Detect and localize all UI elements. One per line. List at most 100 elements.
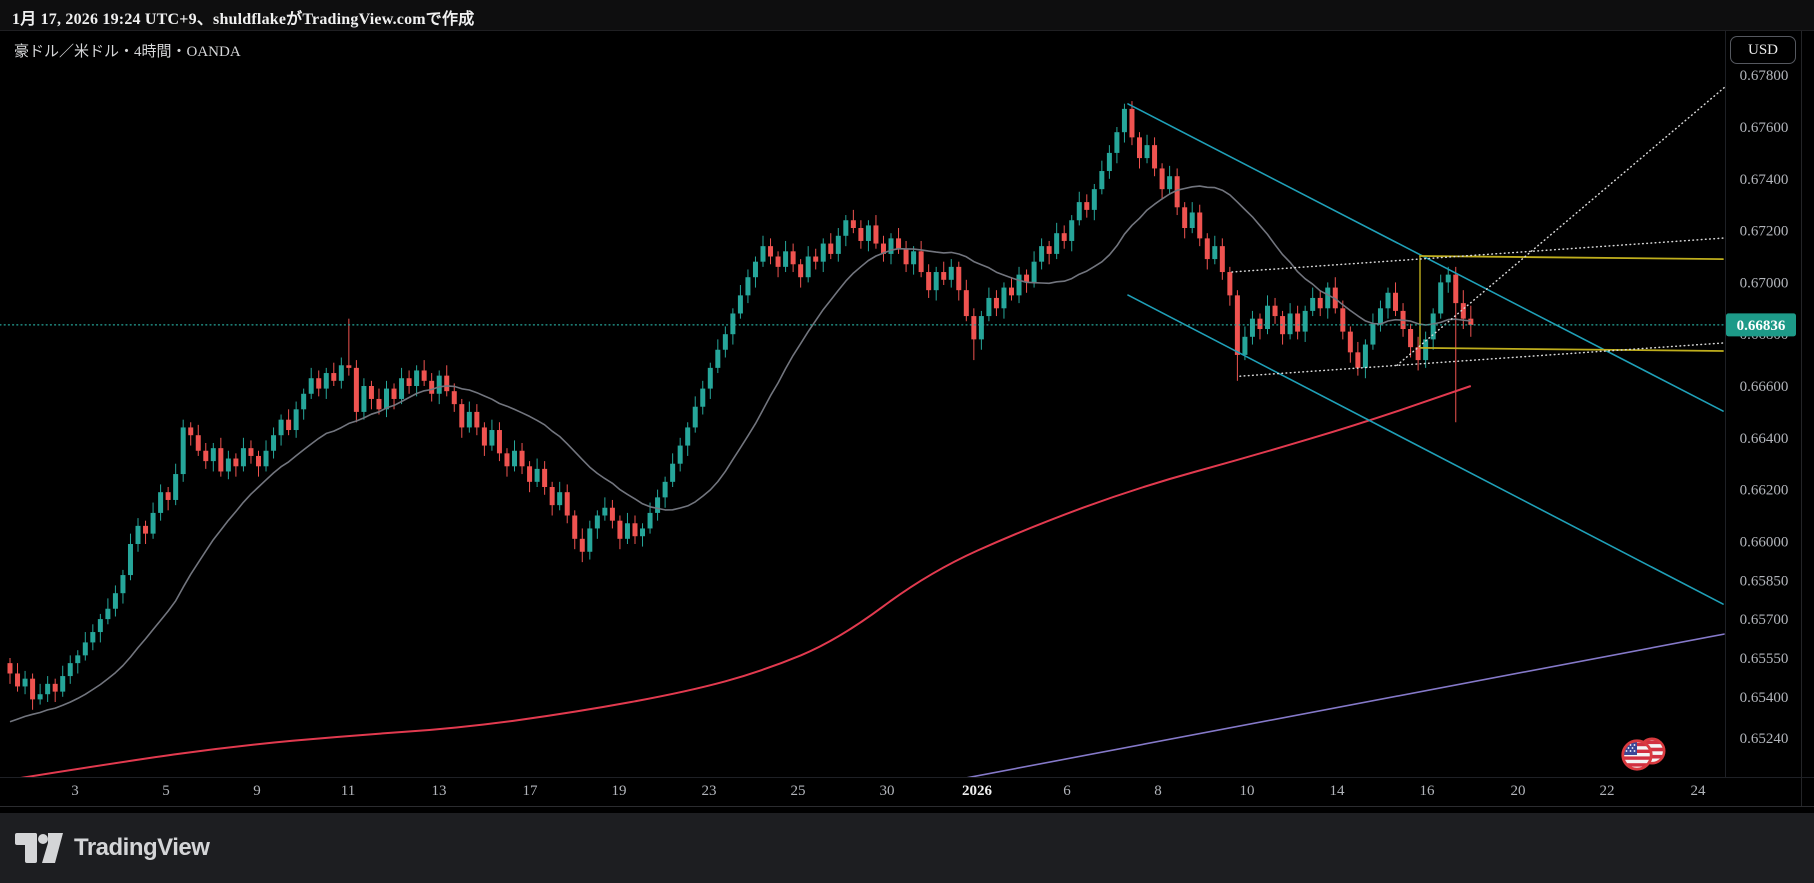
candle-body xyxy=(429,380,435,394)
current-price-badge[interactable]: 0.66836 xyxy=(1726,313,1796,337)
tradingview-wordmark[interactable]: TradingView xyxy=(74,834,210,861)
candle-body xyxy=(685,427,691,446)
candle-body xyxy=(1295,313,1301,332)
candle-body xyxy=(271,435,277,451)
candle-body xyxy=(1310,297,1316,311)
candle-body xyxy=(504,453,510,467)
time-axis-label: 16 xyxy=(1420,783,1436,799)
time-axis-label: 17 xyxy=(523,783,539,799)
candle-body xyxy=(670,463,676,482)
candle-body xyxy=(692,406,698,428)
candle-body xyxy=(858,228,864,241)
time-axis-label: 13 xyxy=(432,783,447,799)
candle-body xyxy=(700,388,706,407)
candle-body xyxy=(444,375,450,392)
candle-body xyxy=(451,391,457,405)
time-axis[interactable]: 3 5 9 11 13 17 19 23 25 30 2026 6 8 10 14 16 20 22 24 xyxy=(71,783,1706,799)
drawing-purple-support-line[interactable] xyxy=(950,633,1725,781)
candle-body xyxy=(617,520,623,539)
candle-body xyxy=(233,458,239,467)
candle-body xyxy=(865,225,871,241)
candle-body xyxy=(263,450,269,467)
candle-body xyxy=(594,515,600,529)
candle-body xyxy=(1099,171,1105,190)
candle-body xyxy=(873,225,879,244)
candle-body xyxy=(135,525,141,544)
drawing-yellow-box-bottom[interactable] xyxy=(1419,346,1724,352)
time-axis-label: 14 xyxy=(1330,783,1346,799)
candle-body xyxy=(120,575,126,594)
us-flag-icon[interactable] xyxy=(1613,732,1669,780)
candle-body xyxy=(7,663,13,674)
candle-body xyxy=(1370,323,1376,345)
candle-body xyxy=(158,492,164,513)
candle-body xyxy=(1219,246,1225,273)
drawing-dotted-steep-ray[interactable] xyxy=(1396,85,1726,367)
candle-body xyxy=(707,367,713,389)
time-axis-label: 3 xyxy=(71,783,79,799)
candle-body xyxy=(1377,308,1383,324)
attribution-text: 1月 17, 2026 19:24 UTC+9、shuldflakeがTradi… xyxy=(12,11,475,28)
candle-body xyxy=(512,450,518,467)
candle-body xyxy=(210,448,216,462)
drawing-cyan-channel-lower[interactable] xyxy=(1127,294,1724,605)
candle-body xyxy=(1249,318,1255,337)
candle-body xyxy=(112,593,118,609)
drawing-cyan-channel-upper[interactable] xyxy=(1127,103,1724,412)
candle-body xyxy=(609,507,615,521)
candle-body xyxy=(338,365,344,381)
candle-body xyxy=(436,375,442,394)
price-badge-value: 0.66836 xyxy=(1737,318,1786,334)
candle-body xyxy=(1204,238,1210,260)
candle-body xyxy=(353,367,359,412)
candle-body xyxy=(1114,132,1120,153)
price-axis[interactable]: 0.67800 0.67600 0.67400 0.67200 0.67000 0.668… xyxy=(1740,68,1789,747)
price-axis-label: 0.67000 xyxy=(1740,275,1789,291)
time-axis-label: 6 xyxy=(1063,783,1071,799)
candle-body xyxy=(640,528,646,537)
candle-body xyxy=(1167,176,1173,190)
candle-body xyxy=(1453,274,1459,304)
candle-body xyxy=(587,528,593,552)
candle-body xyxy=(986,297,992,317)
candle-body xyxy=(165,492,171,500)
candle-body xyxy=(971,316,977,340)
tradingview-logo-icon[interactable] xyxy=(15,832,63,864)
chart-canvas[interactable]: 0.67800 0.67600 0.67400 0.67200 0.67000 0.668… xyxy=(0,31,1814,807)
candle-body xyxy=(1076,202,1082,221)
candle-body xyxy=(399,378,405,399)
candle-body xyxy=(1408,329,1414,348)
candle-body xyxy=(376,398,382,410)
candle-body xyxy=(1039,246,1045,262)
candle-body xyxy=(835,235,841,254)
time-axis-label: 10 xyxy=(1240,783,1255,799)
candle-body xyxy=(90,632,96,643)
candle-body xyxy=(1362,344,1368,368)
candle-body xyxy=(775,256,781,267)
plot-area[interactable] xyxy=(0,85,1726,781)
drawing-dotted-channel-lower[interactable] xyxy=(1239,342,1724,377)
candle-body xyxy=(188,427,194,436)
candle-body xyxy=(941,272,947,280)
candle-body xyxy=(1069,220,1075,241)
attribution-bar: 1月 17, 2026 19:24 UTC+9、shuldflakeがTradi… xyxy=(0,0,1814,31)
candle-body xyxy=(647,512,653,529)
candle-body xyxy=(783,251,789,267)
candle-body xyxy=(1287,313,1293,335)
drawing-dotted-channel-upper[interactable] xyxy=(1231,237,1724,273)
candle-body xyxy=(903,248,909,265)
currency-toggle-button[interactable]: USD xyxy=(1730,36,1796,64)
candle-body xyxy=(127,543,133,576)
candle-body xyxy=(384,388,389,410)
candle-body xyxy=(361,386,367,412)
candle-body xyxy=(1355,352,1361,368)
price-axis-label: 0.65700 xyxy=(1740,612,1789,628)
candle-body xyxy=(489,430,495,446)
candle-body xyxy=(1024,274,1030,283)
candle-body xyxy=(1423,339,1429,361)
candle-body xyxy=(203,450,209,462)
candle-body xyxy=(1317,297,1323,309)
time-axis-label: 11 xyxy=(341,783,355,799)
drawing-yellow-box-top[interactable] xyxy=(1419,255,1724,261)
